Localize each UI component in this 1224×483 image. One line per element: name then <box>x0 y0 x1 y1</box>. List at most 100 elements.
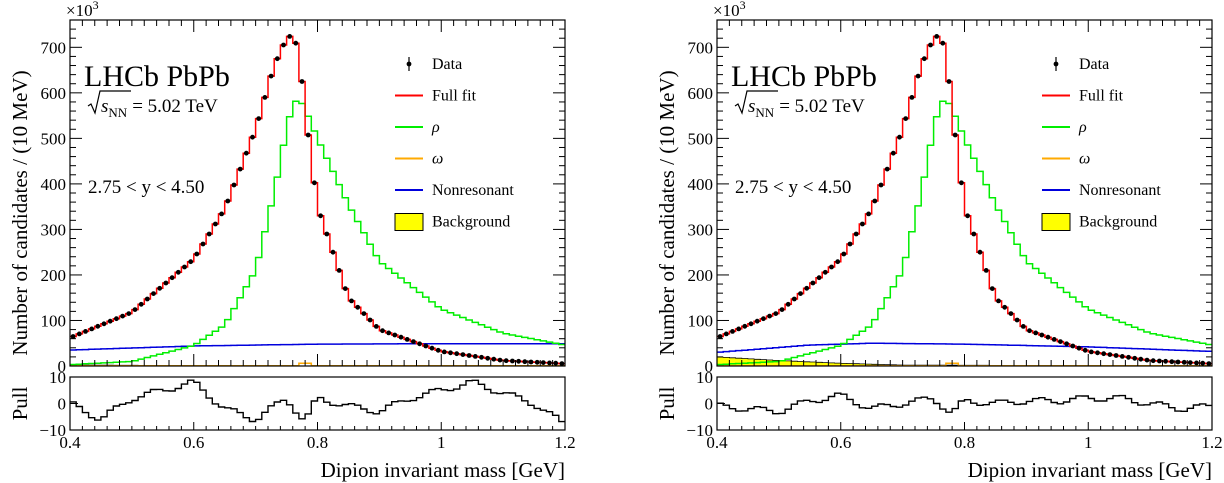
data-point <box>126 311 132 316</box>
data-point <box>423 343 429 349</box>
data-point <box>965 213 970 219</box>
data-point <box>1008 311 1014 316</box>
data-point <box>785 301 791 307</box>
data-point <box>723 331 729 337</box>
x-tick-label: 0.4 <box>59 433 81 452</box>
data-point <box>373 324 379 329</box>
pull-tick-label: 10 <box>49 368 66 387</box>
data-point <box>921 56 927 62</box>
data-point <box>213 221 218 227</box>
data-point <box>274 56 280 62</box>
experiment-label: LHCb PbPb <box>731 60 877 93</box>
data-point <box>510 358 515 364</box>
data-point <box>866 211 871 217</box>
data-point <box>107 318 113 324</box>
data-point <box>890 150 896 156</box>
data-point <box>903 116 909 121</box>
data-point <box>299 79 305 84</box>
data-point <box>169 275 175 281</box>
data-point <box>497 357 503 363</box>
x-tick-label: 0.8 <box>307 433 328 452</box>
data-point <box>816 275 822 281</box>
energy-value: = 5.02 TeV <box>779 96 865 117</box>
data-point <box>553 360 559 366</box>
data-point <box>293 40 299 46</box>
y-tick-label: 300 <box>41 220 67 239</box>
data-point <box>897 134 902 140</box>
data-point <box>1051 337 1057 342</box>
pull-line <box>70 379 565 423</box>
data-point <box>748 321 754 327</box>
data-point <box>989 286 995 291</box>
data-point <box>730 329 735 334</box>
sqrt-symbol <box>734 90 778 115</box>
data-point <box>1175 359 1181 365</box>
data-point <box>516 358 521 364</box>
y-tick-label: 0 <box>705 357 714 376</box>
data-point <box>1150 358 1156 364</box>
data-point <box>1020 324 1026 329</box>
x-tick-label: 1.2 <box>1201 433 1222 452</box>
legend-box <box>394 213 424 231</box>
data-point <box>95 323 101 329</box>
data-point <box>559 361 565 366</box>
data-point <box>1002 304 1008 310</box>
pull-line <box>717 392 1212 415</box>
legend-entry: Full fit <box>395 88 477 105</box>
data-point <box>101 321 107 327</box>
data-point <box>1181 359 1187 365</box>
data-point <box>466 353 472 358</box>
y-tick-label: 500 <box>41 129 67 148</box>
legend-label: Data <box>432 56 462 73</box>
data-point <box>1058 339 1063 344</box>
legend-label: Background <box>1079 214 1157 231</box>
data-point <box>1076 345 1082 351</box>
data-point <box>841 251 847 257</box>
legend-entry: Background <box>394 213 510 231</box>
data-point <box>996 298 1001 304</box>
x-tick-label: 1 <box>437 433 446 452</box>
data-point <box>503 358 509 364</box>
data-point <box>429 345 435 351</box>
legend-entry: Data <box>406 56 462 73</box>
legend-label: ω <box>1079 151 1090 168</box>
x-tick-label: 0.4 <box>706 433 728 452</box>
data-point <box>1014 317 1020 323</box>
data-point <box>441 349 447 355</box>
y-multiplier-base: ×10 <box>66 1 93 20</box>
data-point <box>952 132 958 138</box>
data-point <box>380 328 385 334</box>
data-point <box>182 264 187 270</box>
data-point <box>336 268 342 273</box>
data-point <box>367 317 373 323</box>
data-point <box>773 311 779 316</box>
data-point <box>268 73 274 79</box>
experiment-label: LHCb PbPb <box>84 60 230 93</box>
legend-entry: ω <box>395 151 443 168</box>
y-tick-label: 0 <box>58 357 67 376</box>
data-point <box>1039 332 1045 338</box>
data-point <box>1132 355 1138 361</box>
data-point <box>983 268 989 273</box>
y-tick-label: 700 <box>688 38 714 57</box>
data-point <box>822 269 828 275</box>
x-axis-label: Dipion invariant mass [GeV] <box>321 458 565 482</box>
data-point <box>940 40 946 46</box>
y-axis-label: Number of candidates / (10 MeV) <box>655 70 679 355</box>
data-point <box>435 347 441 353</box>
data-point <box>934 34 940 39</box>
data-point <box>1107 352 1113 357</box>
data-point <box>959 180 964 186</box>
legend-label: ρ <box>431 119 440 136</box>
data-point <box>386 330 392 336</box>
y-tick-label: 100 <box>41 311 67 330</box>
pull-tick-label: 0 <box>58 395 67 414</box>
data-point <box>472 354 478 359</box>
data-point <box>977 249 983 255</box>
data-point <box>243 150 249 156</box>
data-point <box>231 182 237 188</box>
data-point <box>342 286 348 291</box>
legend-entry: ω <box>1042 151 1090 168</box>
data-point <box>540 360 546 365</box>
